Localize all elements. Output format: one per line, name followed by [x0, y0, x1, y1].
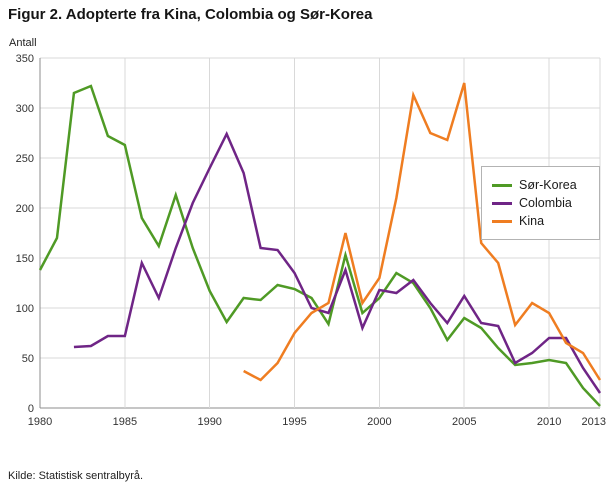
legend-label-colombia: Colombia	[519, 196, 572, 210]
legend-swatch-s-r-korea	[492, 183, 512, 187]
y-tick-label: 150	[16, 253, 34, 265]
legend-swatch-colombia	[492, 201, 512, 205]
x-tick-label: 2013	[582, 416, 606, 428]
legend-item-kina: Kina	[492, 213, 589, 229]
x-tick-label: 1980	[28, 416, 52, 428]
x-tick-label: 2005	[452, 416, 476, 428]
y-tick-label: 250	[16, 153, 34, 165]
legend-item-s-r-korea: Sør-Korea	[492, 177, 589, 193]
x-tick-label: 1995	[282, 416, 306, 428]
y-tick-label: 200	[16, 203, 34, 215]
y-axis-label: Antall	[9, 37, 37, 49]
x-tick-label: 1990	[197, 416, 221, 428]
legend-swatch-kina	[492, 219, 512, 223]
y-tick-label: 300	[16, 103, 34, 115]
y-tick-label: 50	[22, 353, 34, 365]
y-tick-label: 350	[16, 53, 34, 65]
y-tick-label: 0	[28, 403, 34, 415]
legend-label-s-r-korea: Sør-Korea	[519, 178, 577, 192]
x-tick-label: 2000	[367, 416, 391, 428]
legend-label-kina: Kina	[519, 214, 545, 228]
y-tick-label: 100	[16, 303, 34, 315]
series-line-kina	[243, 82, 602, 382]
x-tick-label: 1985	[113, 416, 137, 428]
chart-title: Figur 2. Adopterte fra Kina, Colombia og…	[8, 6, 373, 23]
source-text: Kilde: Statistisk sentralbyrå.	[8, 470, 144, 482]
x-tick-label: 2010	[537, 416, 561, 428]
series-line-colombia	[73, 131, 602, 394]
legend: Sør-Korea Colombia Kina	[481, 166, 600, 240]
legend-item-colombia: Colombia	[492, 195, 589, 211]
